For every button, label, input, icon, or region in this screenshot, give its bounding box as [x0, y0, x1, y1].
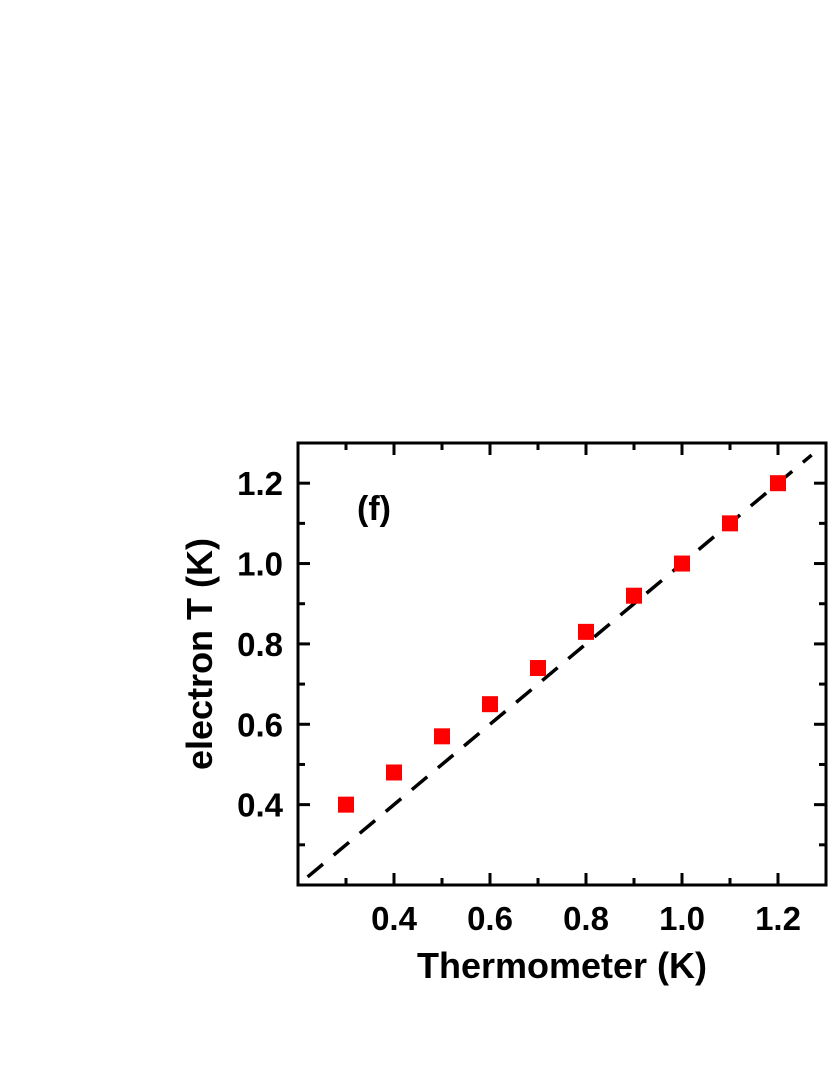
data-point [530, 660, 546, 677]
data-point [770, 475, 786, 492]
y-tick-label: 1.2 [237, 465, 283, 502]
y-tick-label: 0.8 [237, 626, 283, 663]
x-axis-title: Thermometer (K) [417, 945, 707, 986]
axis-ticks [298, 443, 826, 885]
data-point [434, 728, 450, 745]
plot-frame [296, 441, 828, 887]
y-axis-title: electron T (K) [179, 538, 220, 770]
x-tick-label: 1.0 [659, 900, 705, 937]
data-points [338, 475, 786, 813]
data-point [482, 696, 498, 713]
data-point [674, 555, 690, 572]
y-tick-labels: 0.4 0.6 0.8 1.0 1.2 [237, 465, 284, 823]
panel-label: (f) [357, 490, 391, 528]
plot-border [296, 441, 828, 887]
x-tick-label: 0.4 [371, 900, 418, 937]
y-tick-label: 1.0 [237, 546, 283, 583]
data-point [578, 623, 594, 640]
data-point [722, 515, 738, 532]
y-tick-label: 0.4 [237, 787, 284, 824]
y-tick-label: 0.6 [237, 706, 283, 743]
x-tick-label: 1.2 [755, 900, 801, 937]
x-tick-label: 0.8 [563, 900, 609, 937]
data-point [386, 764, 402, 781]
data-point [338, 796, 354, 813]
data-point [626, 587, 642, 604]
x-tick-labels: 0.4 0.6 0.8 1.0 1.2 [371, 900, 801, 937]
x-tick-label: 0.6 [467, 900, 513, 937]
